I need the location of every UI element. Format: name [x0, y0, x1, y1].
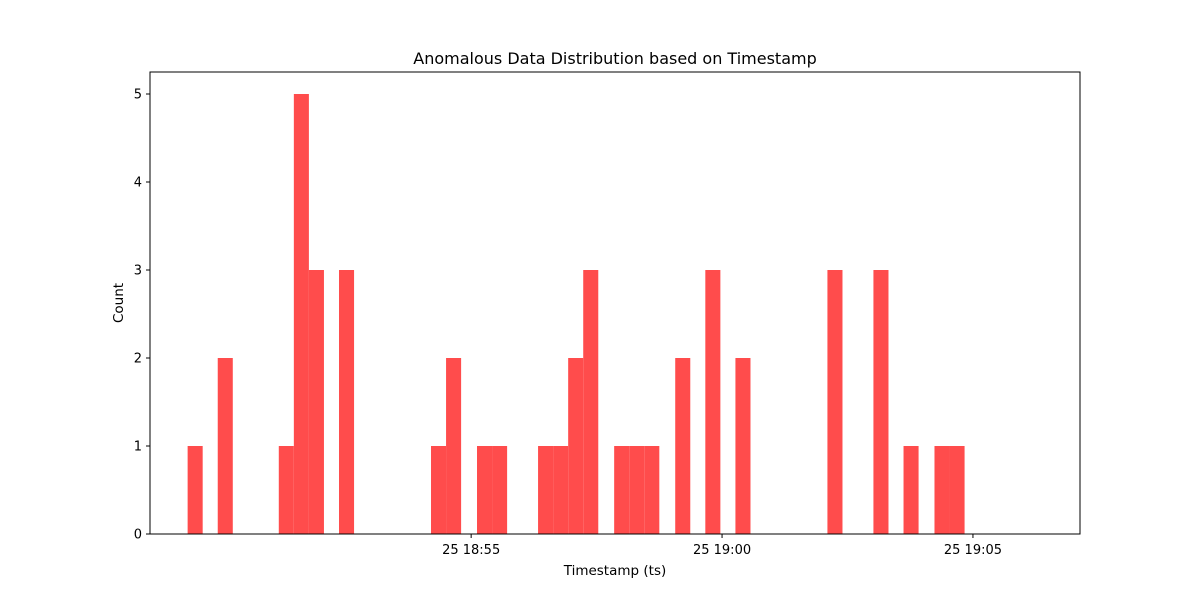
histogram-bar [949, 446, 965, 534]
histogram-bar [308, 270, 324, 534]
chart-title: Anomalous Data Distribution based on Tim… [413, 49, 817, 68]
x-tick-label: 25 19:05 [944, 543, 1002, 558]
histogram-bar [735, 358, 751, 534]
histogram-bar [903, 446, 919, 534]
histogram-bar [827, 270, 843, 534]
x-axis-label: Timestamp (ts) [563, 563, 667, 579]
y-tick-label: 3 [134, 264, 142, 279]
histogram-bar [339, 270, 355, 534]
histogram-bar [293, 94, 309, 534]
bars-layer [187, 94, 965, 534]
histogram-bar [217, 358, 233, 534]
y-axis-label: Count [111, 283, 127, 323]
histogram-bar [629, 446, 645, 534]
histogram-bar [675, 358, 691, 534]
plot-frame [149, 71, 1081, 535]
histogram-bar [477, 446, 493, 534]
histogram-bar [705, 270, 721, 534]
y-tick-label: 1 [134, 440, 142, 455]
y-tick-label: 4 [134, 176, 142, 191]
x-tick-label: 25 19:00 [693, 543, 751, 558]
y-tick-label: 5 [134, 88, 142, 103]
histogram-bar [583, 270, 599, 534]
histogram-bar [538, 446, 554, 534]
histogram-bar [553, 446, 569, 534]
histogram-bar [614, 446, 630, 534]
histogram-bar [873, 270, 889, 534]
x-axis: 25 18:55 25 19:00 25 19:05 [442, 534, 1002, 558]
histogram-bar [278, 446, 294, 534]
y-axis: 0 1 2 3 4 5 [134, 88, 150, 543]
y-tick-label: 2 [134, 352, 142, 367]
histogram-bar [492, 446, 508, 534]
histogram-bar [187, 446, 203, 534]
histogram-bar [431, 446, 447, 534]
histogram-bar [644, 446, 660, 534]
y-tick-label: 0 [134, 528, 142, 543]
histogram-bar [446, 358, 462, 534]
histogram-bar [934, 446, 950, 534]
histogram-bar [568, 358, 584, 534]
x-tick-label: 25 18:55 [442, 543, 500, 558]
